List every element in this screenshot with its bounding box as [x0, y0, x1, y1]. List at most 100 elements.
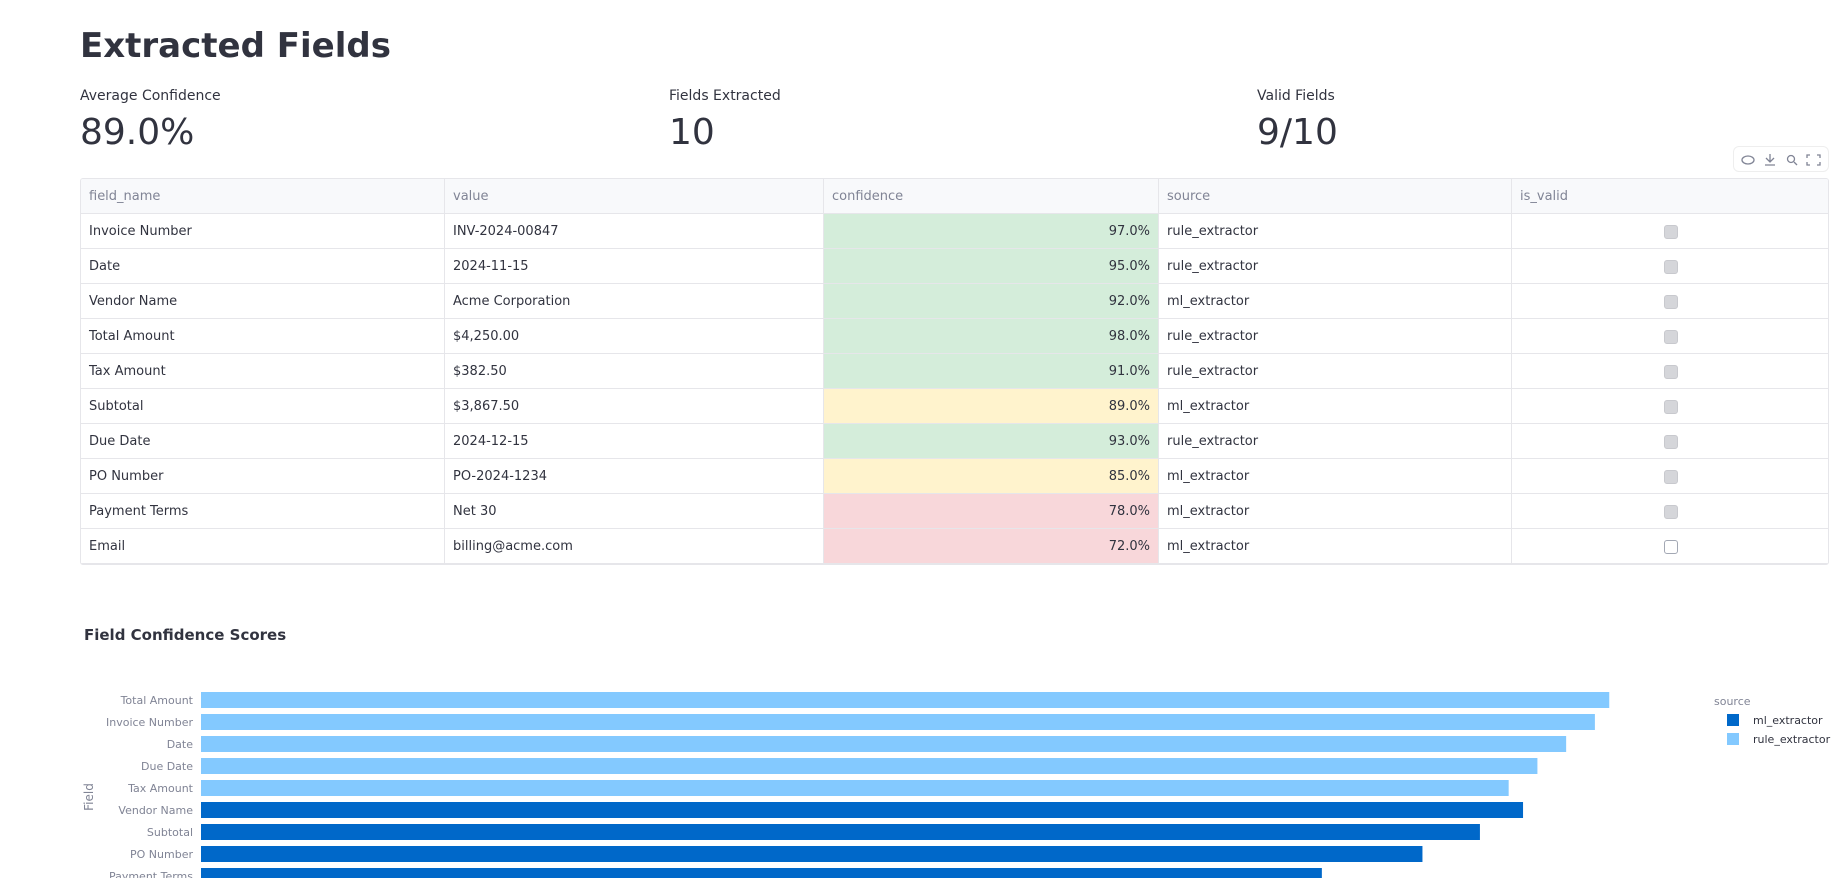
y-tick-label: Vendor Name — [118, 804, 193, 817]
cell: billing@acme.com — [445, 529, 824, 564]
cell — [1512, 354, 1828, 389]
metric-value: 89.0% — [80, 112, 195, 153]
checkbox — [1664, 470, 1678, 484]
metric-value: 10 — [669, 112, 715, 153]
cell — [1512, 529, 1828, 564]
bar — [201, 758, 1538, 774]
bar — [201, 824, 1480, 840]
y-tick-label: Subtotal — [147, 826, 193, 839]
cell: ml_extractor — [1159, 529, 1512, 564]
legend-label: rule_extractor — [1753, 733, 1831, 746]
cell: 78.0% — [824, 494, 1159, 529]
search-icon[interactable] — [1786, 154, 1796, 164]
metric-label: Valid Fields — [1257, 88, 1335, 104]
bar — [201, 846, 1423, 862]
y-axis-label: Field — [82, 783, 96, 811]
cell: 93.0% — [824, 424, 1159, 459]
cell: PO-2024-1234 — [445, 459, 824, 494]
y-tick-label: Due Date — [141, 760, 193, 773]
cell: $3,867.50 — [445, 389, 824, 424]
checkbox — [1664, 505, 1678, 519]
show-icon[interactable] — [1741, 155, 1755, 165]
cell: Invoice Number — [81, 214, 445, 249]
page-title: Extracted Fields — [80, 26, 391, 66]
checkbox — [1664, 435, 1678, 449]
checkbox — [1664, 330, 1678, 344]
chart-title: Field Confidence Scores — [84, 626, 286, 644]
y-tick-label: Invoice Number — [106, 716, 193, 729]
cell: ml_extractor — [1159, 494, 1512, 529]
cell: $382.50 — [445, 354, 824, 389]
cell: ml_extractor — [1159, 389, 1512, 424]
y-tick-label: Date — [167, 738, 194, 751]
cell — [1512, 249, 1828, 284]
legend-swatch — [1727, 714, 1739, 726]
column-header: is_valid — [1512, 179, 1828, 214]
cell — [1512, 424, 1828, 459]
bar-chart: Field Confidence Scores Total Amount Invoi… — [82, 626, 1831, 878]
download-icon[interactable] — [1765, 154, 1775, 166]
cell: rule_extractor — [1159, 424, 1512, 459]
checkbox — [1664, 260, 1678, 274]
cell — [1512, 459, 1828, 494]
cell: Vendor Name — [81, 284, 445, 319]
cell: Net 30 — [445, 494, 824, 529]
cell: PO Number — [81, 459, 445, 494]
legend-title: source — [1714, 695, 1751, 708]
cell: ml_extractor — [1159, 284, 1512, 319]
cell: 97.0% — [824, 214, 1159, 249]
cell: 2024-12-15 — [445, 424, 824, 459]
y-tick-label: Payment Terms — [109, 870, 193, 878]
cell — [1512, 284, 1828, 319]
cell: Acme Corporation — [445, 284, 824, 319]
checkbox — [1664, 400, 1678, 414]
cell: rule_extractor — [1159, 214, 1512, 249]
y-tick-label: Total Amount — [120, 694, 194, 707]
column-header: field_name — [81, 179, 445, 214]
cell: Email — [81, 529, 445, 564]
cell: INV-2024-00847 — [445, 214, 824, 249]
checkbox — [1664, 540, 1678, 554]
cell: rule_extractor — [1159, 319, 1512, 354]
bar — [201, 780, 1509, 796]
toolbar-icons — [1741, 154, 1821, 166]
cell — [1512, 494, 1828, 529]
cell: 72.0% — [824, 529, 1159, 564]
legend-label: ml_extractor — [1753, 714, 1823, 727]
cell — [1512, 319, 1828, 354]
fullscreen-icon[interactable] — [1806, 154, 1821, 166]
table-toolbar — [1733, 146, 1829, 172]
metric-value: 9/10 — [1257, 112, 1338, 153]
cell: 85.0% — [824, 459, 1159, 494]
cell: 92.0% — [824, 284, 1159, 319]
y-tick-label: Tax Amount — [127, 782, 194, 795]
cell: $4,250.00 — [445, 319, 824, 354]
cell: ml_extractor — [1159, 459, 1512, 494]
cell: Date — [81, 249, 445, 284]
bar — [201, 802, 1524, 818]
checkbox — [1664, 365, 1678, 379]
bar — [201, 714, 1595, 730]
column-header: value — [445, 179, 824, 214]
data-table: field_name value confidence source is_valid I… — [80, 178, 1829, 565]
bar — [201, 692, 1610, 708]
cell: Subtotal — [81, 389, 445, 424]
legend-swatch — [1727, 733, 1739, 745]
cell: 98.0% — [824, 319, 1159, 354]
cell — [1512, 214, 1828, 249]
cell: Payment Terms — [81, 494, 445, 529]
cell: rule_extractor — [1159, 249, 1512, 284]
cell: Total Amount — [81, 319, 445, 354]
cell: 91.0% — [824, 354, 1159, 389]
bar — [201, 736, 1567, 752]
cell — [1512, 389, 1828, 424]
cell: Tax Amount — [81, 354, 445, 389]
metric-label: Average Confidence — [80, 88, 221, 104]
checkbox — [1664, 295, 1678, 309]
column-header: source — [1159, 179, 1512, 214]
column-header: confidence — [824, 179, 1159, 214]
metric-label: Fields Extracted — [669, 88, 781, 104]
cell: 89.0% — [824, 389, 1159, 424]
cell: rule_extractor — [1159, 354, 1512, 389]
